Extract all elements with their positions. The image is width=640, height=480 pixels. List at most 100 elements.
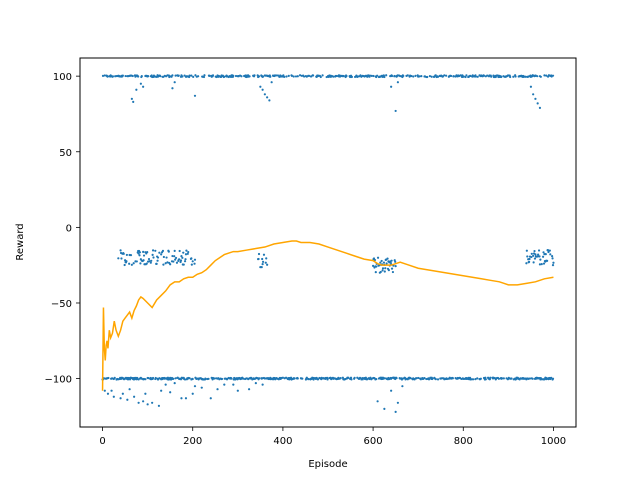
scatter-point xyxy=(551,74,555,77)
scatter-point xyxy=(287,74,290,77)
scatter-point xyxy=(401,385,404,388)
scatter-point xyxy=(173,382,176,385)
scatter-point xyxy=(423,376,426,380)
scatter-point xyxy=(261,75,265,78)
scatter-point xyxy=(264,261,267,264)
scatter-point xyxy=(151,401,154,404)
scatter-point xyxy=(551,255,554,258)
scatter-point xyxy=(208,74,211,77)
scatter-point xyxy=(376,400,379,403)
scatter-point xyxy=(390,389,393,392)
scatter-point xyxy=(536,75,539,78)
scatter-point xyxy=(546,259,549,262)
scatter-point xyxy=(464,75,467,79)
scatter-point xyxy=(156,259,159,262)
scatter-point xyxy=(107,376,110,380)
scatter-point xyxy=(445,74,448,77)
scatter-point xyxy=(476,377,479,380)
scatter-point xyxy=(533,257,537,260)
plot-area-frame xyxy=(79,57,577,428)
scatter-point xyxy=(375,265,378,268)
scatter-point xyxy=(534,97,537,100)
scatter-point xyxy=(124,74,127,78)
y-tick-label: 0 xyxy=(66,223,72,234)
scatter-point xyxy=(539,258,542,261)
scatter-point xyxy=(276,74,280,77)
scatter-point xyxy=(376,74,379,77)
scatter-point xyxy=(151,253,154,256)
scatter-point xyxy=(531,377,534,380)
scatter-point xyxy=(111,75,115,78)
scatter-point xyxy=(103,74,106,77)
scatter-point xyxy=(275,74,278,77)
x-tick-label: 600 xyxy=(364,436,383,447)
scatter-point xyxy=(162,263,165,266)
scatter-point xyxy=(178,258,181,261)
scatter-point xyxy=(375,377,378,381)
scatter-point xyxy=(203,74,206,77)
y-tick-label: −50 xyxy=(51,299,72,310)
scatter-point xyxy=(209,397,212,400)
scatter-point xyxy=(281,376,285,379)
scatter-point xyxy=(154,249,157,252)
scatter-point xyxy=(537,249,541,252)
scatter-point xyxy=(326,378,329,381)
scatter-point xyxy=(296,75,299,78)
scatter-point xyxy=(512,75,515,78)
scatter-point xyxy=(144,378,147,381)
scatter-point xyxy=(175,261,179,264)
scatter-point xyxy=(526,255,529,258)
scatter-point xyxy=(350,75,353,78)
scatter-point xyxy=(137,75,140,78)
scatter-point xyxy=(146,74,150,78)
scatter-point xyxy=(543,74,546,77)
scatter-point xyxy=(135,88,138,91)
scatter-point xyxy=(142,250,145,253)
scatter-point xyxy=(169,263,172,266)
scatter-point xyxy=(420,75,423,78)
scatter-point xyxy=(525,262,528,265)
scatter-point xyxy=(132,262,135,265)
scatter-point xyxy=(140,75,143,78)
scatter-point xyxy=(509,75,512,79)
scatter-point xyxy=(236,389,239,392)
scatter-point xyxy=(133,395,136,398)
scatter-point xyxy=(293,377,296,380)
scatter-point xyxy=(230,377,233,380)
scatter-point xyxy=(547,250,550,254)
scatter-point xyxy=(190,74,193,77)
scatter-point xyxy=(497,377,500,380)
scatter-point xyxy=(536,102,539,105)
scatter-point xyxy=(542,251,545,254)
scatter-point xyxy=(191,392,194,395)
scatter-point xyxy=(155,262,158,265)
scatter-point xyxy=(390,85,393,88)
scatter-point xyxy=(551,377,555,380)
scatter-point xyxy=(142,85,145,88)
scatter-point xyxy=(211,74,215,77)
scatter-point xyxy=(194,74,197,77)
scatter-point xyxy=(538,263,542,266)
scatter-point xyxy=(353,376,356,380)
scatter-point xyxy=(180,397,183,400)
scatter-point xyxy=(534,253,537,256)
scatter-point xyxy=(146,403,149,406)
scatter-point xyxy=(242,377,245,380)
scatter-point xyxy=(305,376,308,379)
scatter-point xyxy=(532,261,535,264)
scatter-point xyxy=(443,74,446,77)
scatter-point xyxy=(406,74,409,77)
scatter-point xyxy=(427,378,431,381)
scatter-point xyxy=(536,255,539,258)
scatter-point xyxy=(192,75,195,78)
scatter-point xyxy=(234,74,238,78)
scatter-point xyxy=(370,74,373,77)
scatter-point xyxy=(261,260,265,263)
scatter-point xyxy=(532,254,535,257)
scatter-point xyxy=(372,74,375,78)
scatter-point xyxy=(303,75,306,78)
scatter-point xyxy=(530,255,533,259)
scatter-point xyxy=(135,260,138,263)
scatter-point xyxy=(207,377,210,380)
scatter-point xyxy=(200,386,203,389)
